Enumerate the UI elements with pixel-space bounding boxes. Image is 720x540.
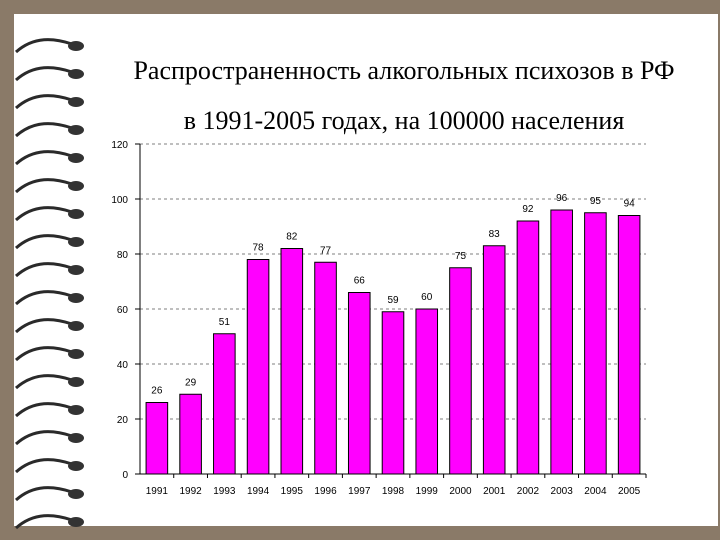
data-label-1993: 51 [219,317,231,328]
bar-chart: 26 29 51 78 82 77 66 59 60 75 83 92 96 95 94 0 20 40 60 80… [111,140,647,497]
bar-2005 [617,215,641,475]
binding-ring [15,458,84,474]
bars [145,209,641,475]
y-tick-label: 0 [122,470,128,481]
binding-ring [15,262,84,278]
y-tick-label: 120 [111,140,128,151]
binding-ring [15,346,84,362]
title-line-2: в 1991-2005 годах, на 100000 населения [183,106,625,135]
data-label-2002: 92 [522,204,534,215]
data-label-1991: 26 [151,386,163,397]
bar-1992 [179,393,202,475]
bar-1995 [280,248,304,475]
data-label-1997: 66 [354,276,366,287]
slide: Распространенность алкогольных психозов … [14,14,718,530]
data-label-2001: 83 [489,229,501,240]
x-tick-label-1992: 1992 [179,486,202,497]
data-label-1996: 77 [320,245,332,256]
x-tick-label-1993: 1993 [213,486,236,497]
data-label-1994: 78 [253,243,265,254]
x-tick-label-2005: 2005 [618,486,641,497]
data-label-1998: 59 [387,295,399,306]
binding-ring [15,38,84,54]
binding-ring [15,206,84,222]
bar-1997 [347,292,371,475]
binding-ring [15,94,84,110]
binding-ring [15,374,84,390]
data-label-2004: 95 [590,196,602,207]
chart-title: Распространенность алкогольных психозов … [94,46,714,146]
x-tick-label-2003: 2003 [551,486,574,497]
x-tick-label-1997: 1997 [348,486,371,497]
binding-ring [15,150,84,166]
bar-2004 [584,212,607,475]
x-tick-labels: 1991 1992 1993 1994 1995 1996 1997 1998 1999 2000… [146,486,641,497]
y-tick-label: 60 [117,305,129,316]
data-label-2005: 94 [624,199,636,210]
x-tick-label-1999: 1999 [416,486,439,497]
binding-ring [15,430,84,446]
x-tick-label-1995: 1995 [281,486,304,497]
bar-1999 [415,308,439,475]
y-tick-label: 100 [111,195,128,206]
spiral-binding [15,38,84,530]
x-tick-label-1996: 1996 [314,486,337,497]
x-tick-label-2001: 2001 [483,486,506,497]
bar-2003 [550,209,573,475]
data-labels: 26 29 51 78 82 77 66 59 60 75 83 92 96 95 94 [151,193,635,397]
data-label-1992: 29 [185,377,197,388]
x-tick-label-2002: 2002 [517,486,540,497]
bar-1994 [246,259,270,475]
bar-1998 [381,311,405,475]
binding-ring [15,402,84,418]
binding-ring [15,234,84,250]
bar-2001 [482,245,506,475]
binding-ring [15,318,84,334]
bar-2000 [449,267,472,475]
bar-1991 [145,402,169,475]
x-tick-label-1991: 1991 [146,486,169,497]
y-tick-label: 40 [117,360,129,371]
y-tick-label: 20 [117,415,129,426]
x-tick-label-1998: 1998 [382,486,405,497]
binding-ring [15,122,84,138]
binding-ring [15,178,84,194]
binding-ring [15,486,84,502]
title-line-1: Распространенность алкогольных психозов … [133,56,675,85]
binding-ring [15,514,84,530]
y-tick-labels: 0 20 40 60 80 100 120 [111,140,128,481]
y-tick-label: 80 [117,250,129,261]
data-label-2003: 96 [556,193,568,204]
x-tick-label-2004: 2004 [584,486,607,497]
data-label-1999: 60 [421,292,433,303]
data-label-1995: 82 [286,232,298,243]
binding-ring [15,290,84,306]
bar-1993 [213,333,236,475]
x-tick-label-2000: 2000 [449,486,472,497]
x-tick-label-1994: 1994 [247,486,270,497]
bar-2002 [516,220,540,475]
binding-ring [15,66,84,82]
bar-1996 [314,261,337,475]
data-label-2000: 75 [455,251,467,262]
